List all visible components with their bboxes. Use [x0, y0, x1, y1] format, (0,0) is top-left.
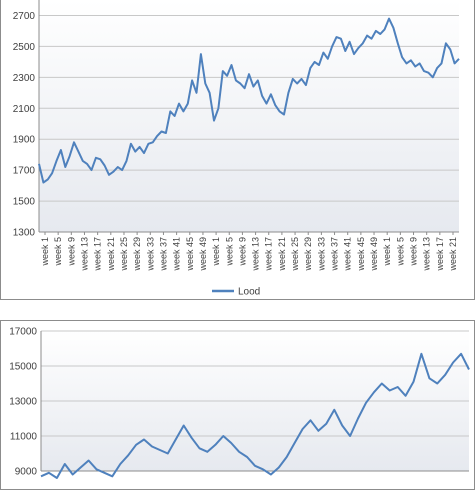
y-tick-label: 1700	[13, 166, 36, 177]
x-tick-label: week 13	[422, 237, 432, 272]
y-tick-label: 1900	[13, 135, 36, 146]
x-tick-label: week 25	[119, 237, 129, 272]
chart-panel-second: 9000 11000 13000 15000 17000	[0, 320, 475, 490]
x-tick-label: week 37	[158, 237, 168, 272]
x-tick-label: week 1	[211, 237, 221, 267]
y-tick-label: 15000	[9, 362, 37, 373]
y-tick-label: 2300	[13, 73, 36, 84]
x-tick-label: week 1	[40, 237, 50, 267]
x-tick-label: week 13	[251, 237, 261, 272]
x-tick-label: week 45	[185, 237, 195, 272]
legend-label: Lood	[238, 287, 260, 298]
x-tick-label: week 17	[264, 237, 274, 272]
x-tick-label: week 41	[343, 237, 353, 272]
x-tick-label: week 29	[303, 237, 313, 272]
x-tick-label: week 9	[409, 237, 419, 267]
x-tick-label: week 1	[382, 237, 392, 267]
x-tick-label: week 13	[79, 237, 89, 272]
x-tick-label: week 5	[395, 237, 405, 267]
y-tick-label: 1500	[13, 197, 36, 208]
x-tick-label: week 37	[330, 237, 340, 272]
x-tick-label: week 9	[237, 237, 247, 267]
second-line-chart: 9000 11000 13000 15000 17000	[9, 327, 470, 479]
x-tick-label: week 25	[290, 237, 300, 272]
x-tick-label: week 33	[316, 237, 326, 272]
x-tick-label: week 5	[53, 237, 63, 267]
x-tick-label: week 17	[93, 237, 103, 272]
chart-panel-lood: 1300 1500 1700 1900 2100 2300 2500 2700 week 1 we…	[0, 0, 475, 300]
x-tick-label: week 5	[224, 237, 234, 267]
x-tick-label: week 9	[66, 237, 76, 267]
x-tick-label: week 49	[198, 237, 208, 272]
y-tick-label: 1300	[13, 228, 36, 239]
y-tick-label: 11000	[10, 432, 38, 443]
x-tick-label: week 33	[145, 237, 155, 272]
series-line	[38, 17, 460, 184]
y-tick-label: 2700	[13, 11, 36, 22]
y-tick-label: 17000	[9, 327, 37, 338]
plot-area	[39, 0, 459, 232]
x-tick-label: week 29	[132, 237, 142, 272]
x-tick-label: week 21	[277, 237, 287, 272]
y-tick-label: 13000	[9, 397, 37, 408]
x-tick-label: week 49	[369, 237, 379, 272]
x-tick-label: week 17	[435, 237, 445, 272]
y-tick-label: 9000	[15, 467, 38, 478]
y-tick-label: 2500	[13, 42, 36, 53]
x-tick-label: week 45	[356, 237, 366, 272]
x-tick-label: week 41	[172, 237, 182, 272]
x-tick-label: week 21	[106, 237, 116, 272]
y-tick-label: 2100	[13, 104, 36, 115]
x-tick-label: week 21	[448, 237, 458, 272]
